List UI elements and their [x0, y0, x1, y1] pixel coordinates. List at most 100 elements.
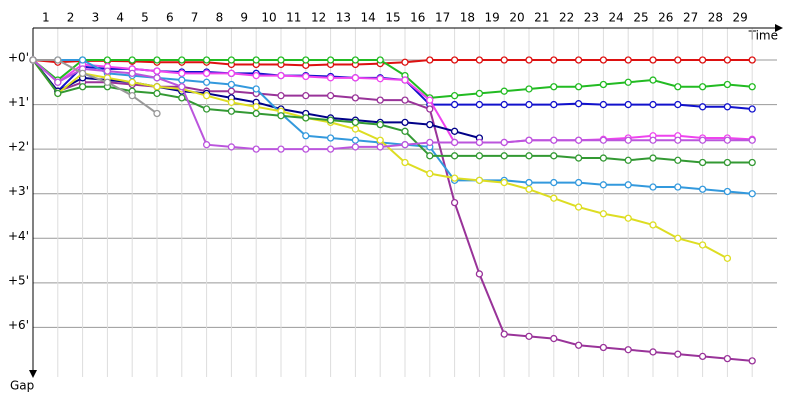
- point: [649, 183, 657, 191]
- point: [302, 72, 310, 81]
- point: [525, 136, 533, 144]
- point: [401, 127, 409, 135]
- x-tick-label: 3: [92, 11, 100, 25]
- point: [401, 96, 409, 104]
- point: [525, 178, 533, 187]
- point: [525, 56, 533, 64]
- point: [277, 145, 285, 153]
- point: [649, 136, 657, 144]
- point: [723, 354, 732, 363]
- point: [674, 350, 682, 358]
- point: [401, 76, 409, 84]
- point: [450, 56, 459, 64]
- point: [326, 74, 335, 82]
- point: [475, 270, 484, 278]
- point: [351, 118, 360, 127]
- point: [475, 138, 484, 147]
- point: [599, 210, 608, 218]
- y-tick-label: +5': [8, 273, 29, 287]
- point: [574, 341, 583, 349]
- x-tick-label: 4: [116, 11, 124, 25]
- point: [277, 92, 285, 100]
- x-tick-label: 7: [191, 11, 199, 25]
- point: [748, 158, 756, 167]
- point: [599, 136, 608, 144]
- point: [376, 120, 384, 129]
- point: [723, 187, 732, 196]
- point: [302, 92, 310, 100]
- point: [525, 185, 533, 193]
- point: [153, 83, 161, 91]
- series-line: [32, 59, 753, 151]
- x-tick-label: 25: [633, 11, 648, 25]
- point: [723, 158, 732, 167]
- point: [277, 71, 285, 80]
- point: [475, 56, 484, 64]
- point: [574, 83, 583, 91]
- point: [252, 71, 260, 80]
- point: [550, 334, 558, 343]
- point: [624, 78, 632, 86]
- x-tick-label: 17: [435, 11, 450, 25]
- point: [649, 56, 657, 64]
- x-tick-label: 28: [708, 11, 723, 25]
- point: [599, 80, 608, 89]
- point: [574, 100, 583, 108]
- point: [426, 138, 434, 147]
- series-line: [32, 59, 753, 67]
- point: [202, 56, 211, 64]
- point: [351, 74, 360, 82]
- point: [550, 136, 558, 144]
- series-line: [33, 59, 158, 115]
- point: [202, 69, 211, 78]
- point: [550, 178, 558, 187]
- point: [748, 83, 756, 91]
- x-tick-label: 20: [509, 11, 524, 25]
- point: [376, 136, 384, 144]
- point: [574, 136, 583, 144]
- point: [599, 100, 608, 109]
- x-tick-label: 10: [261, 11, 276, 25]
- point: [376, 143, 384, 151]
- series-line: [32, 59, 753, 144]
- point: [649, 348, 657, 356]
- point: [78, 83, 87, 91]
- point: [674, 183, 682, 191]
- point: [748, 56, 756, 64]
- point: [624, 56, 632, 64]
- y-tick-label: +6': [8, 318, 29, 332]
- point: [450, 198, 459, 207]
- point: [500, 56, 508, 64]
- point: [550, 100, 558, 109]
- point: [326, 116, 335, 124]
- point: [128, 69, 136, 78]
- point: [674, 136, 682, 144]
- x-tick-label: 5: [141, 11, 149, 25]
- x-tick-label: 22: [559, 11, 574, 25]
- x-tick-label: 23: [584, 11, 599, 25]
- point: [674, 234, 682, 242]
- point: [723, 136, 732, 144]
- point: [202, 78, 211, 86]
- point: [500, 178, 508, 187]
- point: [227, 107, 236, 115]
- point: [351, 136, 360, 144]
- point: [326, 92, 335, 100]
- y-tick-label: +3': [8, 184, 29, 198]
- x-tick-label: 9: [240, 11, 248, 25]
- point: [748, 190, 756, 198]
- point: [723, 103, 732, 111]
- point: [351, 56, 360, 64]
- y-tick-label: +2': [8, 140, 29, 154]
- point: [29, 56, 37, 64]
- point: [599, 56, 608, 64]
- point: [649, 221, 657, 229]
- point: [450, 174, 459, 182]
- point: [649, 76, 657, 84]
- x-tick-label: 16: [410, 11, 425, 25]
- point: [475, 152, 484, 160]
- point: [624, 181, 632, 189]
- point: [500, 87, 508, 95]
- point: [54, 78, 62, 86]
- series-line: [32, 59, 753, 164]
